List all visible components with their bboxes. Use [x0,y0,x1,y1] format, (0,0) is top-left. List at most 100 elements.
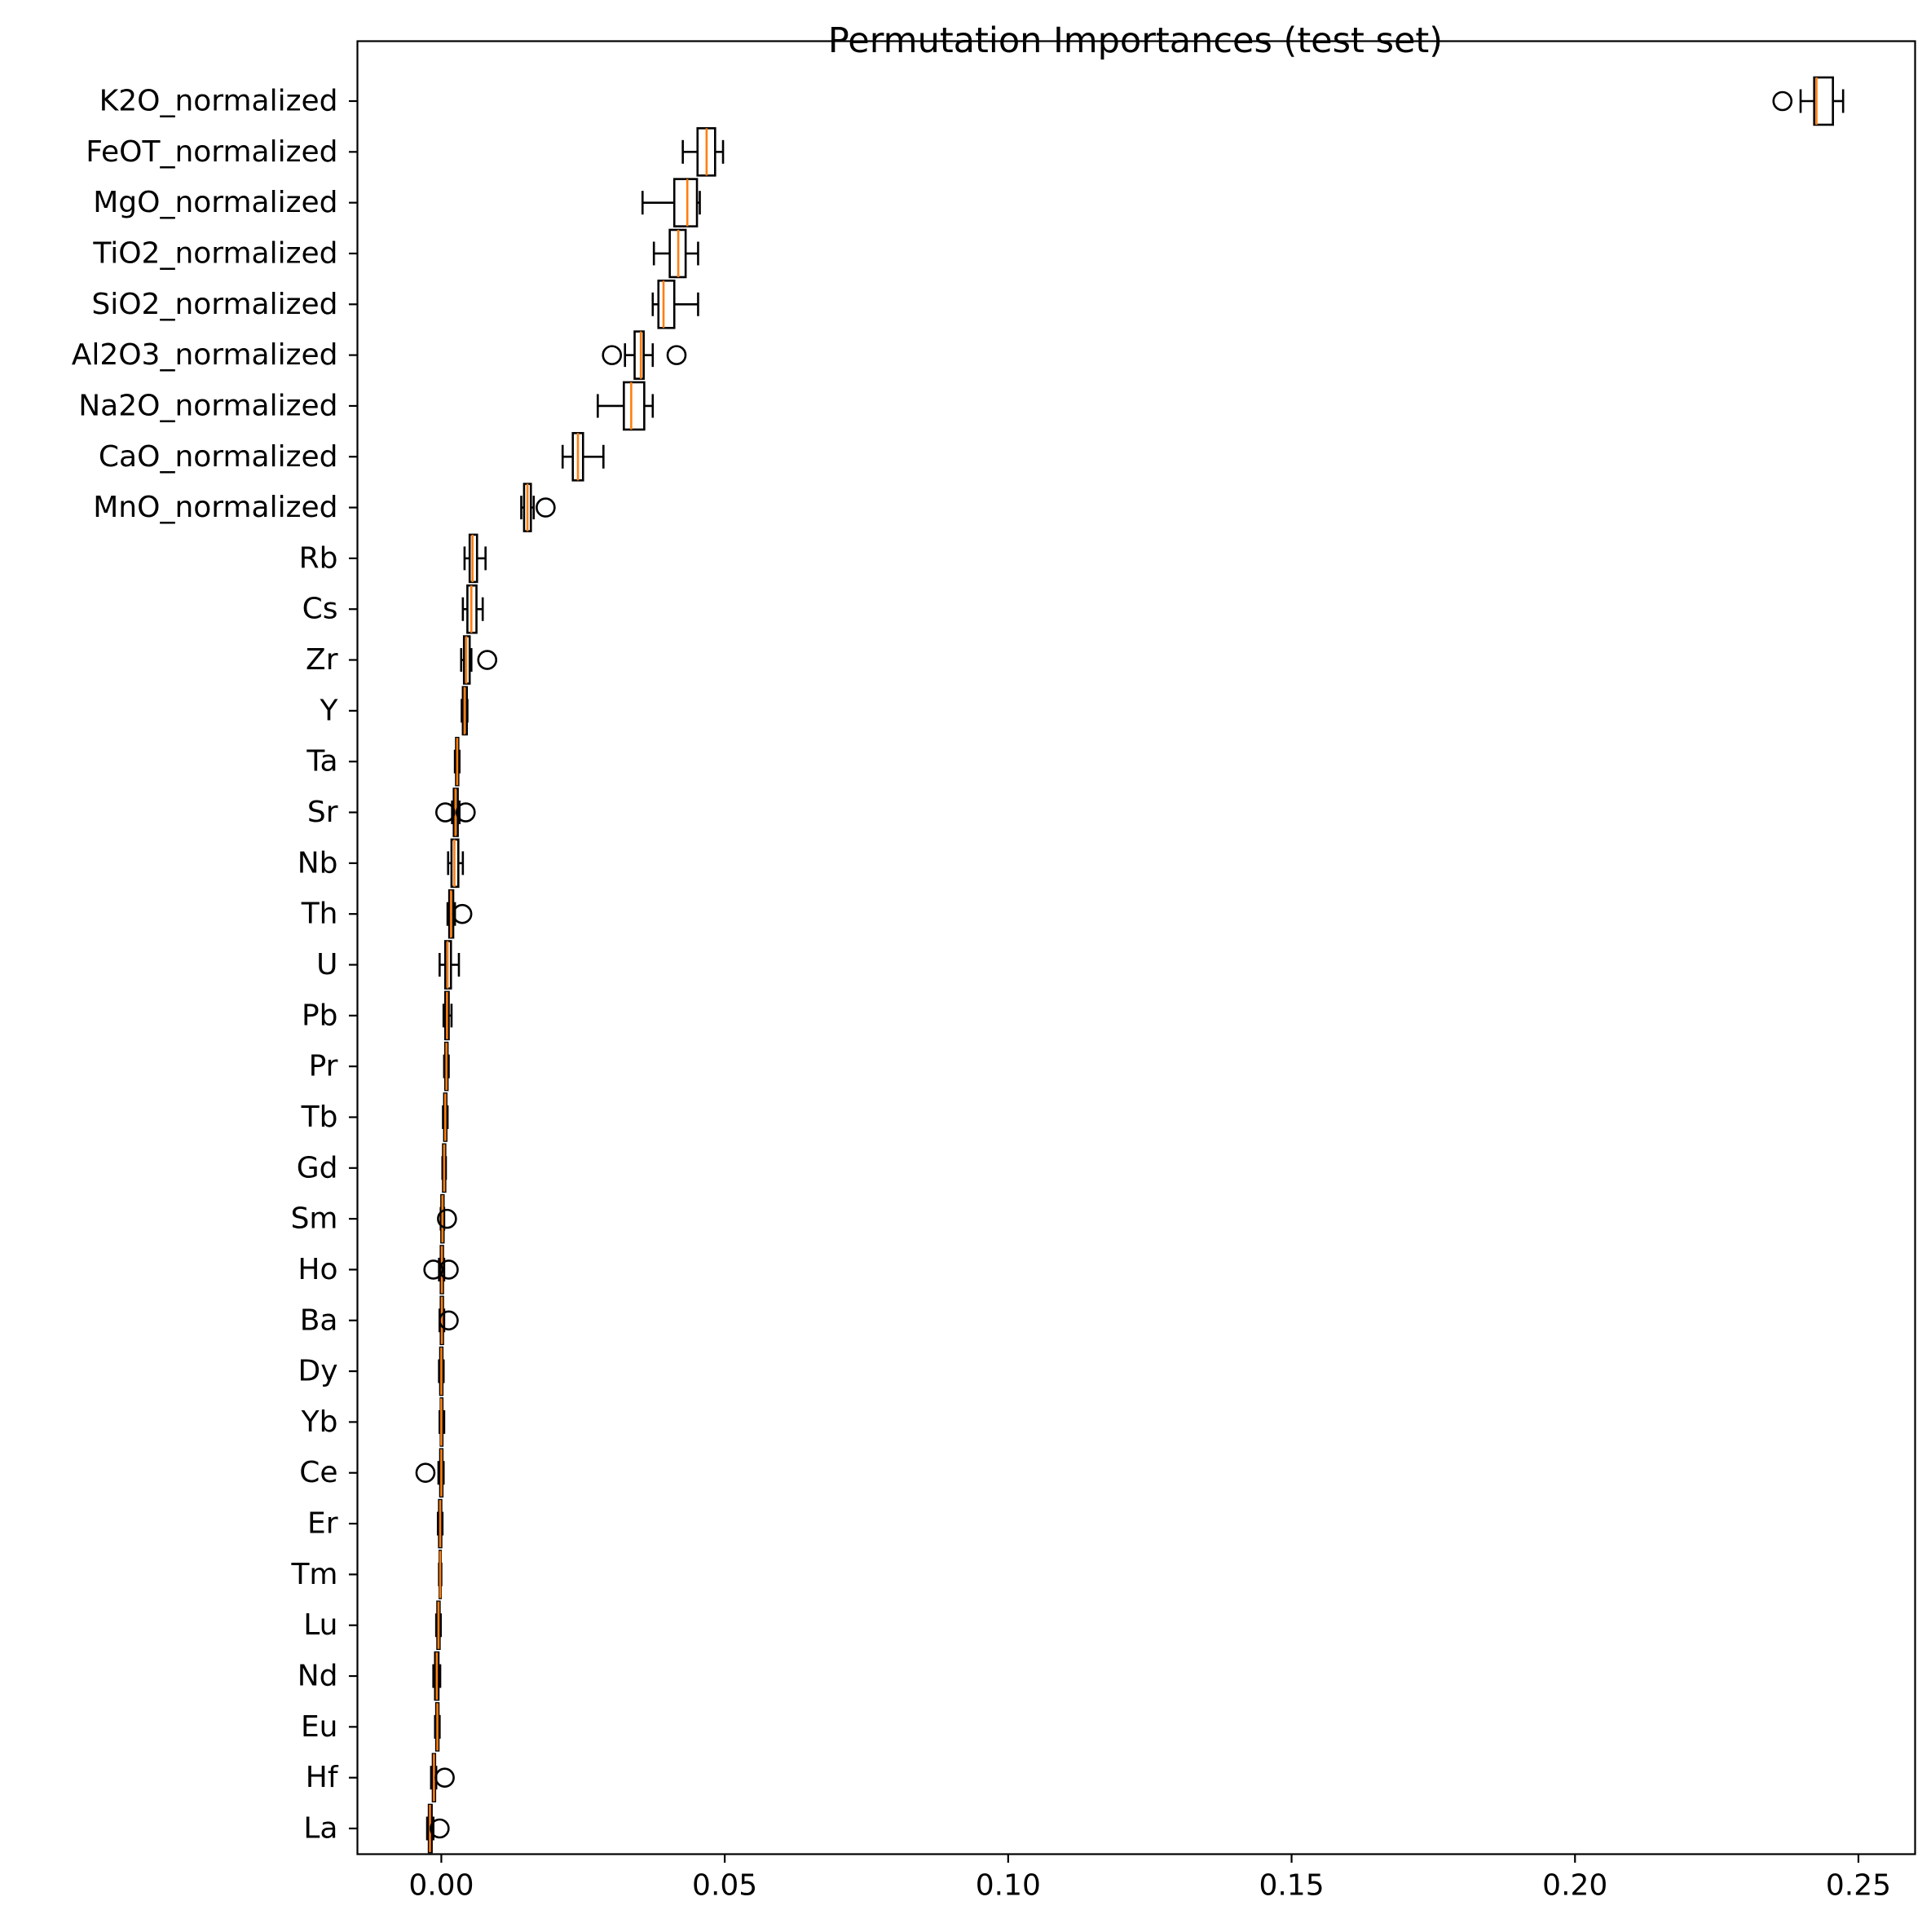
outlier-point [434,802,456,823]
y-tick-label: Ho [298,1253,337,1286]
outlier-point [536,497,556,518]
y-tick-label: SiO2_normalized [91,288,337,321]
x-tick-label: 0.25 [1826,1869,1891,1903]
y-tick-label: Nb [298,846,338,880]
y-tick-label: FeOT_normalized [86,135,337,169]
outlier-point [452,903,473,924]
boxplot-sr [434,787,476,837]
y-tick-label: Pr [309,1050,338,1083]
y-tick-label: Lu [303,1608,337,1642]
box-iqr [657,279,676,329]
box-iqr [1813,76,1834,126]
outlier-point [477,650,498,670]
outlier-point [666,345,687,365]
boxplot-eu [434,1702,441,1752]
boxplot-ho [423,1245,459,1295]
y-tick-label: Er [307,1507,338,1541]
y-tick-label: Pb [302,999,338,1032]
outlier-point [439,1259,459,1280]
boxplot-feot-normalized [681,127,725,177]
outlier-point [437,1208,457,1229]
boxplot-tb [442,1092,449,1142]
boxplot-tm [438,1550,443,1599]
outlier-point [439,1310,459,1331]
y-tick-label: Nd [298,1660,338,1693]
y-tick-label: Na2O_normalized [78,389,337,422]
y-tick-label: La [303,1812,337,1846]
y-tick-label: Sr [307,796,338,829]
y-tick-label: Tm [290,1558,337,1591]
y-tick-label: Sm [291,1202,338,1236]
y-tick-label: TiO2_normalized [92,236,337,270]
boxplot-la [425,1803,450,1854]
y-tick-label: Yb [301,1405,338,1439]
outlier-point [456,802,476,823]
boxplot-pr [443,1041,450,1092]
boxplot-na2o-normalized [597,381,655,431]
boxplot-cao-normalized [561,431,605,482]
x-axis: 0.00 0.05 0.10 0.15 0.20 0.25 [408,1854,1891,1903]
x-tick-label: 0.10 [976,1869,1041,1903]
boxplot-ta [453,736,461,787]
boxplot-zr [460,635,498,685]
y-tick-label: Hf [306,1761,339,1794]
x-tick-label: 0.20 [1542,1869,1607,1903]
y-tick-label: Ba [300,1303,338,1337]
y-tick-label: Ce [299,1456,337,1489]
y-tick-label: Zr [306,643,338,677]
y-axis: K2O_normalized FeOT_normalized MgO_normali… [72,85,358,1846]
boxplot-ce [415,1448,445,1498]
boxplot-mgo-normalized [641,178,701,227]
boxplot-y [461,686,469,736]
y-tick-label: MgO_normalized [93,186,337,219]
boxplot-ba [439,1295,459,1346]
outlier-point [1772,90,1793,112]
boxplot-mno-normalized [520,483,556,532]
boxplot-er [436,1498,444,1549]
y-tick-label: Tb [301,1101,338,1134]
boxes-layer [415,76,1845,1854]
boxplot-al2o3-normalized [602,330,687,380]
x-tick-label: 0.15 [1259,1869,1324,1903]
boxplot-tio2-normalized [652,228,699,279]
outlier-point [434,1767,455,1788]
plot-frame [356,40,1916,1855]
box-iqr [672,178,699,227]
box-iqr [633,330,645,380]
boxplot-yb [439,1397,446,1447]
y-tick-label: Al2O3_normalized [72,338,338,372]
y-tick-label: Y [320,694,339,727]
y-tick-label: U [316,948,337,981]
outlier-point [423,1259,443,1280]
x-tick-label: 0.05 [692,1869,757,1903]
boxplot-nd [432,1651,442,1701]
boxplot-sio2-normalized [651,279,699,329]
y-tick-label: Cs [302,593,338,626]
x-tick-label: 0.00 [408,1869,474,1903]
y-tick-label: CaO_normalized [99,440,338,474]
boxplot-sm [437,1193,457,1244]
boxplot-k2o-normalized [1772,76,1845,126]
boxplot-hf [430,1753,455,1802]
boxplot-th [446,889,473,939]
box-iqr [623,381,646,431]
y-tick-label: Eu [301,1710,338,1744]
y-tick-label: Th [301,898,338,931]
boxplot-rb [463,533,487,584]
boxplot-dy [438,1346,445,1396]
outlier-point [430,1818,450,1839]
y-tick-label: Dy [298,1355,337,1388]
y-tick-label: Ta [306,745,337,779]
boxplot-lu [434,1600,443,1651]
boxplot-u [439,940,461,990]
y-tick-label: Gd [297,1151,338,1184]
boxplot-pb [442,990,453,1041]
y-tick-label: MnO_normalized [93,491,337,524]
y-tick-label: K2O_normalized [99,85,338,118]
boxplot-nb [447,838,465,889]
boxplot-gd [441,1143,447,1193]
outlier-point [415,1462,436,1484]
